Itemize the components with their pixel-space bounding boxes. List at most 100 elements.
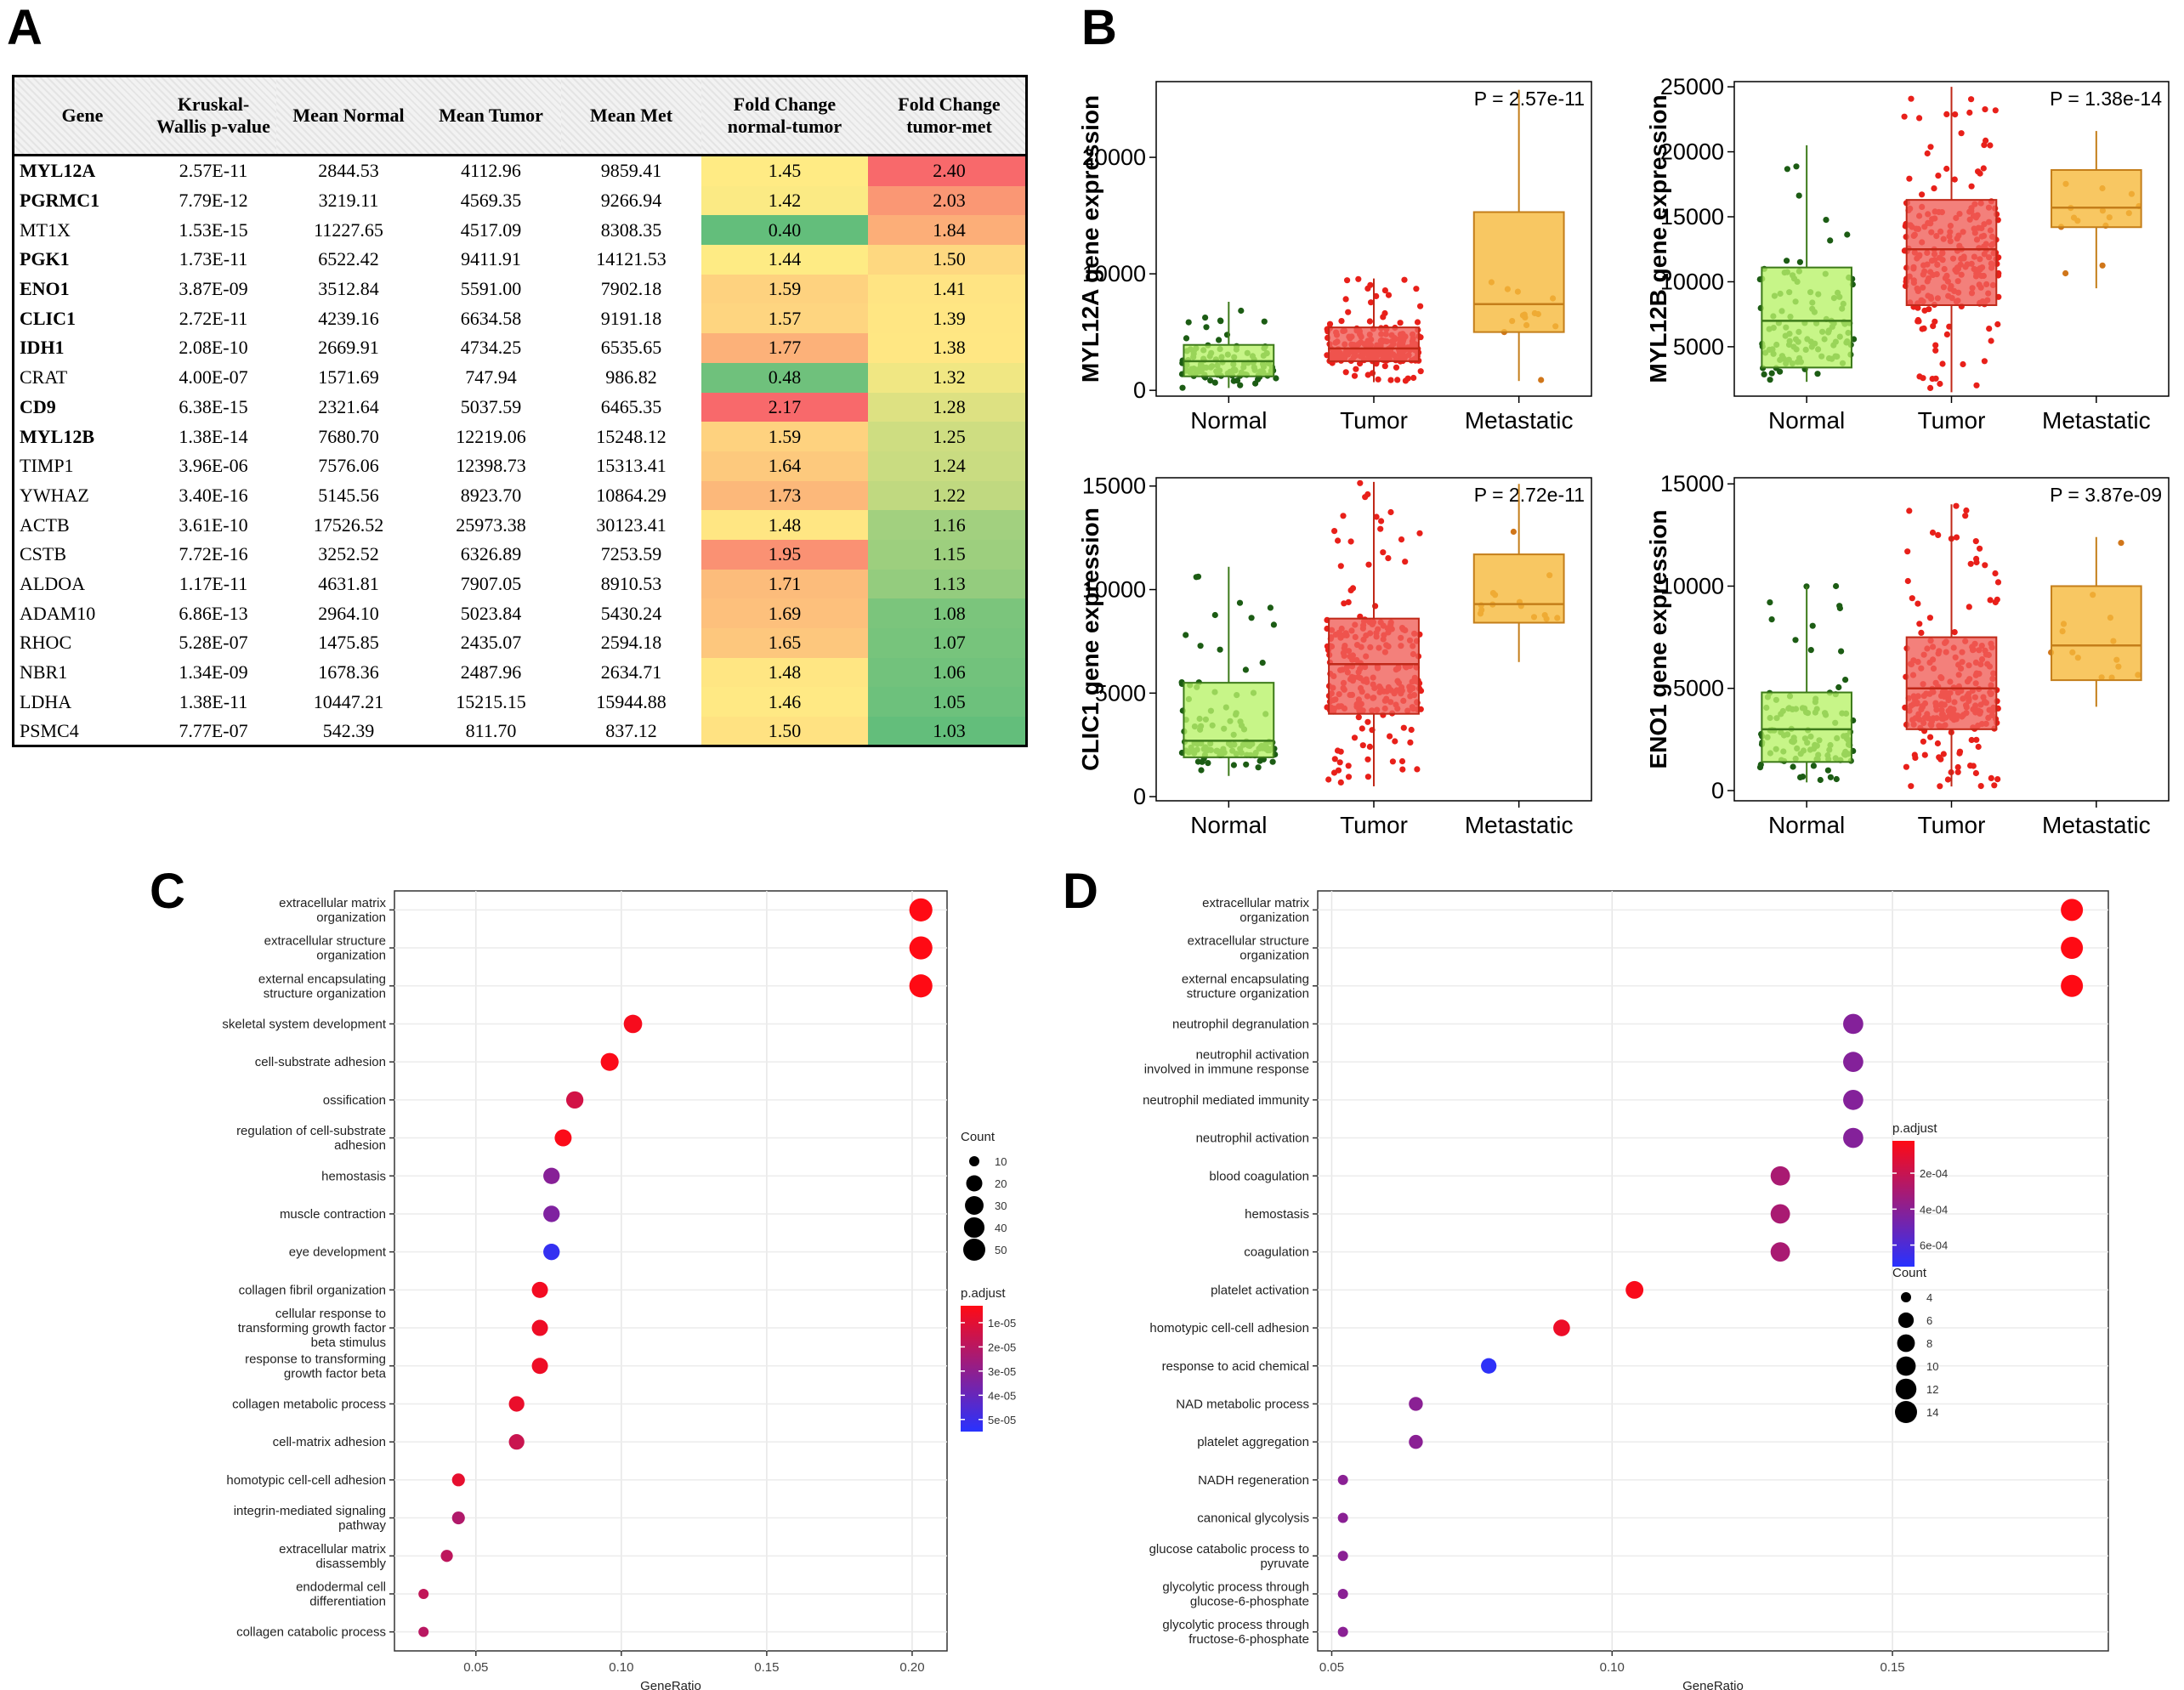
- cell-p-value: 3.61E-10: [179, 513, 248, 536]
- data-point: [1217, 318, 1224, 325]
- data-point: [1345, 774, 1353, 780]
- data-point: [1242, 666, 1249, 673]
- term-label: glucose-6-phosphate: [1190, 1594, 1309, 1608]
- cell-gene: CSTB: [20, 543, 67, 565]
- y-tick-label: 0: [1133, 784, 1146, 809]
- term-label: NADH regeneration: [1198, 1473, 1309, 1488]
- data-point: [1326, 320, 1334, 327]
- data-point: [1903, 763, 1909, 770]
- box-tumor: [1328, 326, 1420, 362]
- term-label: organization: [316, 910, 386, 925]
- data-point: [1337, 748, 1344, 755]
- go-dot-plot-c: 0.05 0.10 0.15 0.20 GeneRatio extracellular m…: [222, 890, 1016, 1690]
- data-point: [1817, 776, 1824, 784]
- data-point: [1402, 377, 1409, 384]
- gene-table-grid: Gene Kruskal-Wallis p-value Mean Normal …: [14, 77, 1025, 745]
- data-point: [1365, 561, 1372, 568]
- cell-p-value: 6.38E-15: [179, 395, 248, 417]
- y-tick-label: 5000: [1673, 676, 1724, 701]
- cell-mean-normal: 1678.36: [318, 661, 379, 683]
- data-point: [1367, 281, 1374, 288]
- cell-gene: PGRMC1: [20, 190, 100, 212]
- data-point: [1967, 763, 1974, 769]
- data-point: [1392, 738, 1398, 745]
- data-point: [1202, 315, 1209, 321]
- term-dot: [1481, 1358, 1497, 1374]
- term-label: organization: [1239, 949, 1309, 963]
- term-label: neutrophil degranulation: [1172, 1017, 1309, 1031]
- term-label: disassembly: [315, 1557, 386, 1571]
- data-point: [1342, 296, 1349, 303]
- term-dot: [909, 974, 933, 998]
- data-point: [1920, 325, 1927, 332]
- data-point: [1416, 530, 1423, 536]
- box-normal: [1761, 266, 1852, 369]
- cell-mean-tumor: 4569.35: [460, 190, 522, 212]
- term-dot: [1337, 1551, 1348, 1562]
- cell-fc-normal-tumor: 1.48: [701, 657, 868, 688]
- data-point: [1919, 191, 1926, 198]
- term-dot: [440, 1550, 453, 1562]
- data-point: [1915, 318, 1921, 325]
- term-dot: [623, 1014, 643, 1034]
- count-legend-dot: [1896, 1356, 1916, 1376]
- data-point: [1331, 756, 1338, 763]
- count-legend-label: 4: [1926, 1291, 1932, 1304]
- data-point: [1827, 774, 1834, 780]
- data-point: [1814, 371, 1821, 377]
- data-point: [1757, 761, 1764, 768]
- data-point: [1183, 632, 1189, 638]
- table-row: ADAM10 6.86E-13 2964.10 5023.84 5430.24 1.69 1…: [14, 598, 1025, 628]
- data-point: [1347, 538, 1354, 545]
- cell-gene: MT1X: [20, 218, 71, 241]
- cell-mean-met: 5430.24: [600, 602, 662, 624]
- table-row: MYL12A 2.57E-11 2844.53 4112.96 9859.41 1.45 2…: [14, 155, 1025, 186]
- cell-mean-tumor: 2487.96: [460, 661, 522, 683]
- data-point: [1908, 783, 1915, 790]
- data-point: [1510, 528, 1517, 536]
- cell-mean-normal: 6522.42: [318, 248, 379, 270]
- cell-mean-normal: 3252.52: [318, 543, 379, 565]
- padj-legend-bar: [961, 1306, 983, 1432]
- data-point: [1909, 595, 1915, 602]
- term-label: response to transforming: [245, 1352, 386, 1366]
- data-point: [1410, 374, 1417, 382]
- term-dot: [565, 1091, 584, 1109]
- x-tick-label: Normal: [1190, 407, 1267, 430]
- box-normal: [1183, 682, 1275, 758]
- term-label: canonical glycolysis: [1197, 1511, 1309, 1526]
- cell-mean-normal: 4631.81: [318, 572, 379, 594]
- cell-fc-normal-tumor: 1.65: [701, 628, 868, 658]
- data-point: [1255, 376, 1262, 383]
- data-point: [1768, 370, 1775, 377]
- data-point: [1935, 531, 1942, 538]
- y-tick-label: 0: [1711, 778, 1724, 803]
- term-dot: [1625, 1280, 1644, 1299]
- box-metastatic: [1472, 553, 1565, 624]
- data-point: [1810, 763, 1817, 769]
- data-point: [1960, 360, 1966, 368]
- data-point: [1194, 758, 1201, 765]
- cell-fc-tumor-met: 2.03: [868, 185, 1025, 216]
- table-row: MT1X 1.53E-15 11227.65 4517.09 8308.35 0.40 1.…: [14, 215, 1025, 246]
- data-point: [1378, 518, 1385, 525]
- cell-mean-normal: 1571.69: [318, 366, 379, 388]
- term-dot: [508, 1434, 525, 1450]
- cell-mean-met: 2594.18: [600, 632, 662, 654]
- term-dot: [1843, 1127, 1863, 1148]
- cell-mean-met: 30123.41: [596, 513, 667, 536]
- data-point: [1986, 326, 1993, 332]
- term-dot: [1553, 1319, 1570, 1336]
- data-point: [1966, 109, 1973, 116]
- data-point: [1915, 600, 1921, 607]
- term-label: organization: [316, 949, 386, 963]
- cell-mean-met: 14121.53: [596, 248, 667, 270]
- cell-mean-met: 15313.41: [596, 455, 667, 477]
- term-label: transforming growth factor: [238, 1321, 386, 1336]
- count-legend-dot: [963, 1216, 985, 1239]
- data-point: [1353, 366, 1359, 372]
- y-tick-label: 15000: [1660, 471, 1724, 496]
- cell-mean-normal: 7680.70: [318, 425, 379, 447]
- data-point: [1408, 726, 1415, 734]
- box-plot-clic1: 0 5000 10000 15000 CLIC1 gene expression P = …: [1077, 474, 1592, 838]
